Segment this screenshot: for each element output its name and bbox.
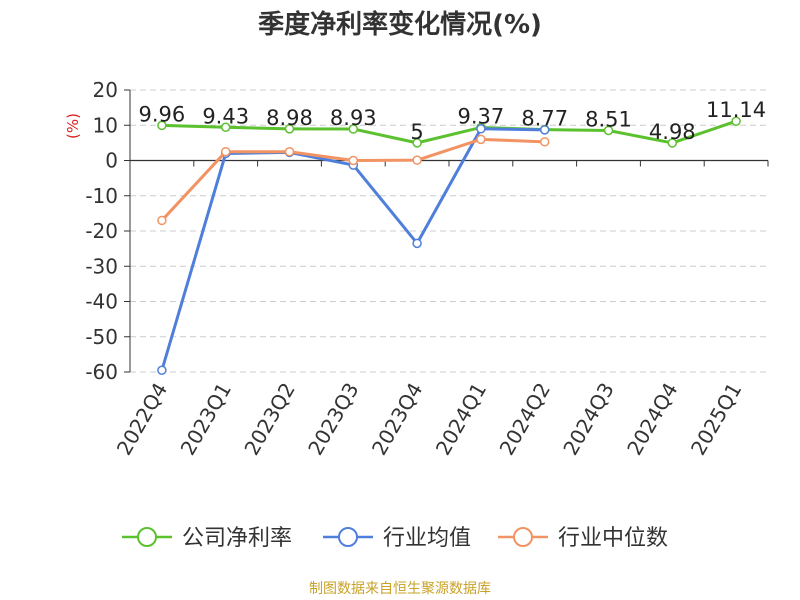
legend-label: 行业中位数 bbox=[558, 526, 668, 551]
data-point bbox=[412, 238, 422, 249]
data-point bbox=[348, 155, 359, 166]
x-tick-label: 2024Q4 bbox=[622, 379, 682, 460]
y-tick-label: 20 bbox=[93, 78, 118, 102]
data-label: 9.96 bbox=[139, 102, 186, 126]
series-layer bbox=[157, 116, 741, 375]
data-point bbox=[476, 124, 486, 134]
x-tick-label: 2023Q1 bbox=[176, 379, 236, 460]
data-point bbox=[284, 146, 295, 157]
data-label: 5 bbox=[410, 120, 423, 144]
x-tick-label: 2022Q4 bbox=[112, 379, 172, 460]
data-point bbox=[220, 122, 231, 133]
data-label: 9.43 bbox=[202, 104, 249, 128]
x-tick-label: 2023Q4 bbox=[367, 379, 427, 460]
legend: 公司净利率 行业均值 行业中位数 bbox=[122, 526, 668, 551]
chart-title: 季度净利率变化情况(%) bbox=[258, 10, 542, 40]
data-point bbox=[412, 138, 422, 148]
x-tick-label: 2024Q2 bbox=[495, 379, 555, 460]
data-point bbox=[603, 125, 614, 136]
data-label: 8.51 bbox=[585, 108, 632, 132]
y-tick-label: -60 bbox=[85, 360, 118, 384]
data-label-layer: 9.96 9.43 8.98 8.93 5 9.37 8.77 8.51 4.98 11.14 bbox=[139, 98, 767, 144]
x-tick-label: 2023Q3 bbox=[303, 379, 363, 460]
data-label: 8.98 bbox=[266, 106, 313, 130]
legend-label: 公司净利率 bbox=[182, 526, 292, 551]
data-point bbox=[157, 120, 167, 131]
data-label: 8.93 bbox=[330, 106, 377, 130]
x-tick-label: 2023Q2 bbox=[239, 379, 299, 460]
y-tick-label: -10 bbox=[85, 184, 118, 208]
data-point bbox=[284, 124, 295, 134]
legend-label: 行业均值 bbox=[383, 526, 471, 551]
data-point bbox=[667, 138, 678, 148]
y-tick-label: 10 bbox=[93, 113, 118, 137]
y-tick-label: -30 bbox=[85, 254, 118, 278]
legend-marker bbox=[513, 527, 533, 547]
x-tick-label: 2024Q3 bbox=[558, 379, 618, 460]
data-label: 4.98 bbox=[649, 120, 696, 144]
y-tick-label: 0 bbox=[105, 149, 118, 173]
data-point bbox=[731, 116, 741, 126]
data-point bbox=[220, 146, 231, 157]
y-tick-label: -50 bbox=[85, 325, 118, 349]
data-point bbox=[412, 155, 422, 165]
data-label: 8.77 bbox=[521, 107, 568, 131]
data-point bbox=[539, 137, 550, 147]
data-point bbox=[348, 124, 359, 134]
data-label: 11.14 bbox=[706, 98, 766, 122]
data-label: 9.37 bbox=[458, 104, 505, 128]
y-tick-label: -40 bbox=[85, 290, 118, 314]
data-point bbox=[476, 134, 486, 145]
x-tick-label: 2025Q1 bbox=[686, 379, 746, 460]
series-line bbox=[161, 119, 737, 145]
legend-marker bbox=[137, 527, 157, 547]
y-axis-label: (%) bbox=[64, 113, 82, 139]
y-axis-label-group: (%) bbox=[64, 113, 82, 139]
legend-marker bbox=[338, 527, 358, 547]
grid-lines bbox=[130, 89, 768, 373]
source-note: 制图数据来自恒生聚源数据库 bbox=[309, 581, 491, 597]
data-point bbox=[157, 215, 167, 226]
data-point bbox=[539, 125, 550, 135]
x-tick-label: 2024Q1 bbox=[431, 379, 491, 460]
data-point bbox=[157, 365, 167, 375]
y-tick-label: -20 bbox=[85, 219, 118, 243]
